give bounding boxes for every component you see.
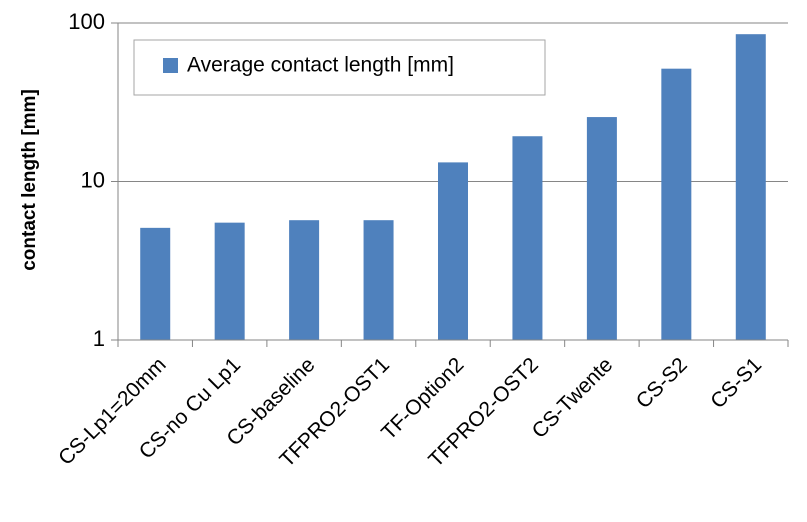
bar (140, 227, 171, 340)
bar (735, 34, 766, 340)
bar (438, 162, 468, 340)
bar (214, 222, 245, 340)
x-tick-label: CS-Twente (528, 353, 618, 443)
y-tick-labels: 1 10 100 (68, 9, 105, 351)
legend: Average contact length [mm] (133, 39, 546, 96)
legend-label: Average contact length [mm] (187, 54, 454, 77)
legend-box (133, 39, 546, 96)
legend-swatch (163, 58, 178, 73)
bar (512, 136, 543, 340)
bar (661, 68, 692, 340)
x-tick-label: CS-S1 (706, 353, 766, 413)
bar (363, 220, 394, 340)
y-tick-label: 100 (68, 9, 105, 34)
y-tick-label: 1 (93, 326, 105, 351)
bar (289, 220, 320, 340)
bars (140, 34, 766, 340)
x-tick-label: CS-S2 (632, 353, 692, 413)
bar (586, 117, 617, 340)
y-tick-label: 10 (81, 167, 105, 192)
y-axis-title: contact length [mm] (19, 89, 40, 271)
axes (111, 22, 789, 347)
